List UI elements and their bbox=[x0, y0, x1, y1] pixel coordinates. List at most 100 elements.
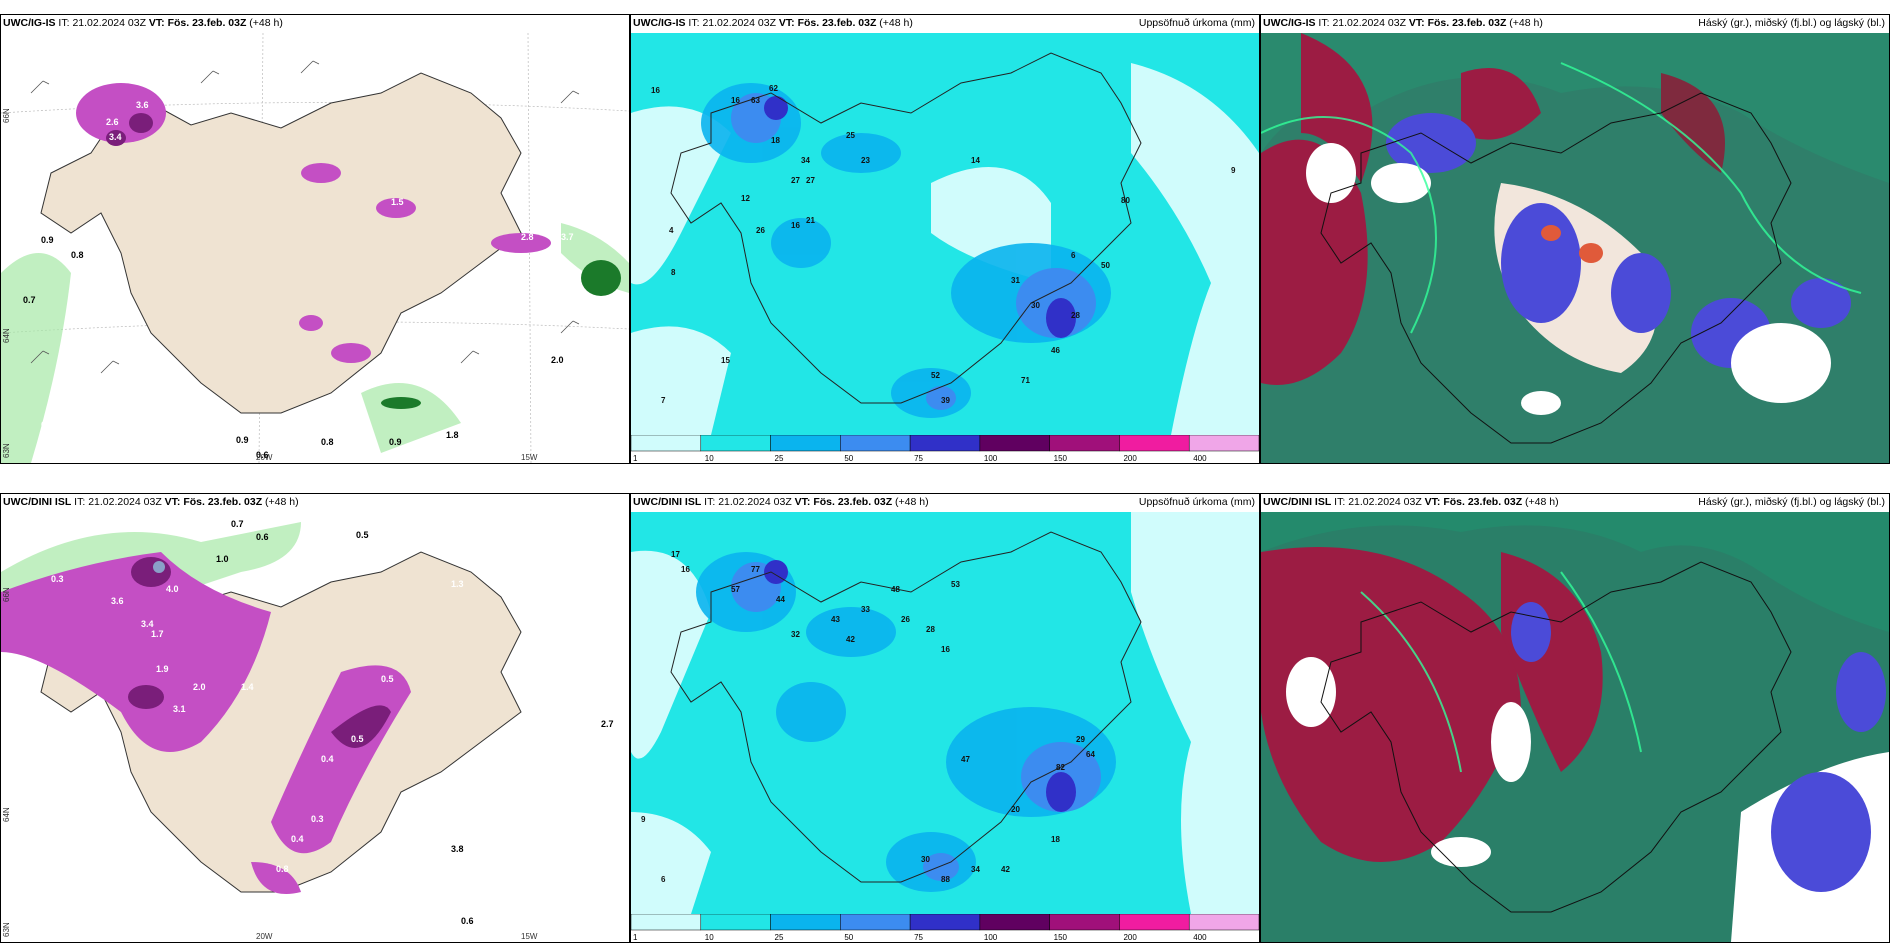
svg-text:0.8: 0.8 bbox=[71, 250, 84, 260]
panel-header: UWC/DINI ISL IT: 21.02.2024 03Z VT: Fös.… bbox=[3, 496, 299, 508]
colorbar-swatch bbox=[1119, 434, 1190, 452]
precip-colorbar: 1 10 25 50 75 100 150 200 400 bbox=[631, 913, 1259, 942]
svg-text:3.6: 3.6 bbox=[136, 100, 149, 110]
svg-text:26: 26 bbox=[901, 615, 910, 624]
svg-text:32: 32 bbox=[791, 630, 800, 639]
colorbar-tick-label: 75 bbox=[914, 454, 923, 463]
svg-text:1.7: 1.7 bbox=[151, 629, 164, 639]
svg-text:2.0: 2.0 bbox=[193, 682, 206, 692]
panel-precip-igis: UWC/IG-IS IT: 21.02.2024 03Z VT: Fös. 23… bbox=[630, 14, 1260, 464]
svg-text:18: 18 bbox=[771, 136, 780, 145]
svg-text:34: 34 bbox=[971, 865, 980, 874]
precip-map: 17 16 57 77 44 32 43 42 33 26 28 16 53 4… bbox=[631, 512, 1259, 914]
colorbar-tick-label: 400 bbox=[1193, 933, 1207, 942]
svg-text:0.6: 0.6 bbox=[461, 916, 474, 926]
svg-text:64: 64 bbox=[1086, 750, 1095, 759]
svg-text:9: 9 bbox=[1231, 166, 1236, 175]
svg-text:27: 27 bbox=[791, 176, 800, 185]
colorbar-swatch bbox=[909, 913, 981, 931]
svg-text:1.0: 1.0 bbox=[216, 554, 229, 564]
colorbar-tick-label: 1 bbox=[633, 933, 638, 942]
svg-text:52: 52 bbox=[931, 371, 940, 380]
svg-text:64N: 64N bbox=[2, 807, 11, 822]
svg-text:63N: 63N bbox=[2, 443, 11, 458]
svg-text:39: 39 bbox=[941, 396, 950, 405]
svg-text:82: 82 bbox=[1056, 763, 1065, 772]
wind-map: 0.7 0.6 0.5 1.0 0.3 3.6 4.0 3.4 1.7 3.1 … bbox=[1, 512, 629, 942]
svg-text:43: 43 bbox=[831, 615, 840, 624]
svg-text:1.3: 1.3 bbox=[451, 579, 464, 589]
svg-text:50: 50 bbox=[1101, 261, 1110, 270]
svg-text:57: 57 bbox=[731, 585, 740, 594]
svg-text:16: 16 bbox=[941, 645, 950, 654]
colorbar-swatch bbox=[979, 434, 1050, 452]
svg-text:26: 26 bbox=[756, 226, 765, 235]
svg-text:88: 88 bbox=[941, 875, 950, 884]
colorbar-ticks: 1 10 25 50 75 100 150 200 400 bbox=[633, 933, 1207, 942]
svg-text:30: 30 bbox=[1031, 301, 1040, 310]
svg-text:31: 31 bbox=[1011, 276, 1020, 285]
colorbar-swatches bbox=[631, 913, 1259, 931]
svg-text:15W: 15W bbox=[521, 453, 538, 462]
svg-text:0.8: 0.8 bbox=[321, 437, 334, 447]
iceland-land bbox=[40, 72, 522, 414]
svg-text:1.9: 1.9 bbox=[156, 664, 169, 674]
colorbar-tick-label: 25 bbox=[775, 454, 784, 463]
svg-text:0.7: 0.7 bbox=[231, 519, 244, 529]
colorbar-tick-label: 150 bbox=[1054, 454, 1068, 463]
colorbar-tick-label: 10 bbox=[705, 933, 714, 942]
panel-header: UWC/IG-IS IT: 21.02.2024 03Z VT: Fös. 23… bbox=[633, 17, 1255, 29]
precip-values: 17 16 57 77 44 32 43 42 33 26 28 16 53 4… bbox=[641, 550, 1095, 884]
svg-text:0.4: 0.4 bbox=[321, 754, 334, 764]
colorbar-tick-label: 50 bbox=[844, 933, 853, 942]
svg-text:0.4: 0.4 bbox=[291, 834, 304, 844]
colorbar-tick-label: 200 bbox=[1123, 454, 1137, 463]
svg-text:21: 21 bbox=[806, 216, 815, 225]
svg-text:0.9: 0.9 bbox=[41, 235, 54, 245]
panel-cloud-igis: UWC/IG-IS IT: 21.02.2024 03Z VT: Fös. 23… bbox=[1260, 14, 1890, 464]
panel-header: UWC/IG-IS IT: 21.02.2024 03Z VT: Fös. 23… bbox=[1263, 17, 1885, 29]
svg-text:16: 16 bbox=[651, 86, 660, 95]
svg-text:25: 25 bbox=[846, 131, 855, 140]
svg-text:2.6: 2.6 bbox=[106, 117, 119, 127]
colorbar-swatch bbox=[631, 434, 702, 452]
svg-text:15W: 15W bbox=[521, 932, 538, 941]
svg-text:0.9: 0.9 bbox=[389, 437, 402, 447]
svg-text:77: 77 bbox=[751, 565, 760, 574]
svg-text:33: 33 bbox=[861, 605, 870, 614]
panel-header: UWC/DINI ISL IT: 21.02.2024 03Z VT: Fös.… bbox=[633, 496, 1255, 508]
colorbar-swatch bbox=[770, 434, 841, 452]
svg-text:46: 46 bbox=[1051, 346, 1060, 355]
colorbar-swatch bbox=[1049, 913, 1120, 931]
svg-text:48: 48 bbox=[891, 585, 900, 594]
colorbar-swatch bbox=[770, 913, 841, 931]
wind-values: 0.7 0.6 0.5 1.0 0.3 3.6 4.0 3.4 1.7 3.1 … bbox=[51, 519, 614, 926]
svg-text:4.0: 4.0 bbox=[166, 584, 179, 594]
svg-text:42: 42 bbox=[1001, 865, 1010, 874]
colorbar-tick-label: 1 bbox=[633, 454, 638, 463]
svg-text:17: 17 bbox=[671, 550, 680, 559]
panel-precip-dini: UWC/DINI ISL IT: 21.02.2024 03Z VT: Fös.… bbox=[630, 493, 1260, 943]
colorbar-swatches bbox=[631, 434, 1259, 452]
svg-text:66N: 66N bbox=[2, 108, 11, 123]
svg-text:1.4: 1.4 bbox=[241, 682, 254, 692]
svg-text:16: 16 bbox=[731, 96, 740, 105]
svg-text:20: 20 bbox=[1011, 805, 1020, 814]
colorbar-ticks: 1 10 25 50 75 100 150 200 400 bbox=[633, 454, 1207, 463]
svg-text:15: 15 bbox=[721, 356, 730, 365]
svg-text:64N: 64N bbox=[2, 328, 11, 343]
colorbar-tick-label: 10 bbox=[705, 454, 714, 463]
colorbar-swatch bbox=[1049, 434, 1120, 452]
svg-text:6: 6 bbox=[1071, 251, 1076, 260]
colorbar-tick-label: 200 bbox=[1123, 933, 1137, 942]
svg-text:0.6: 0.6 bbox=[256, 450, 269, 460]
svg-text:18: 18 bbox=[1051, 835, 1060, 844]
svg-text:28: 28 bbox=[926, 625, 935, 634]
colorbar-swatch bbox=[1188, 913, 1259, 931]
panel-cloud-dini: UWC/DINI ISL IT: 21.02.2024 03Z VT: Fös.… bbox=[1260, 493, 1890, 943]
svg-text:53: 53 bbox=[951, 580, 960, 589]
svg-text:80: 80 bbox=[1121, 196, 1130, 205]
svg-text:0.3: 0.3 bbox=[51, 574, 64, 584]
svg-text:30: 30 bbox=[921, 855, 930, 864]
precip-colorbar: 1 10 25 50 75 100 150 200 400 bbox=[631, 434, 1259, 463]
